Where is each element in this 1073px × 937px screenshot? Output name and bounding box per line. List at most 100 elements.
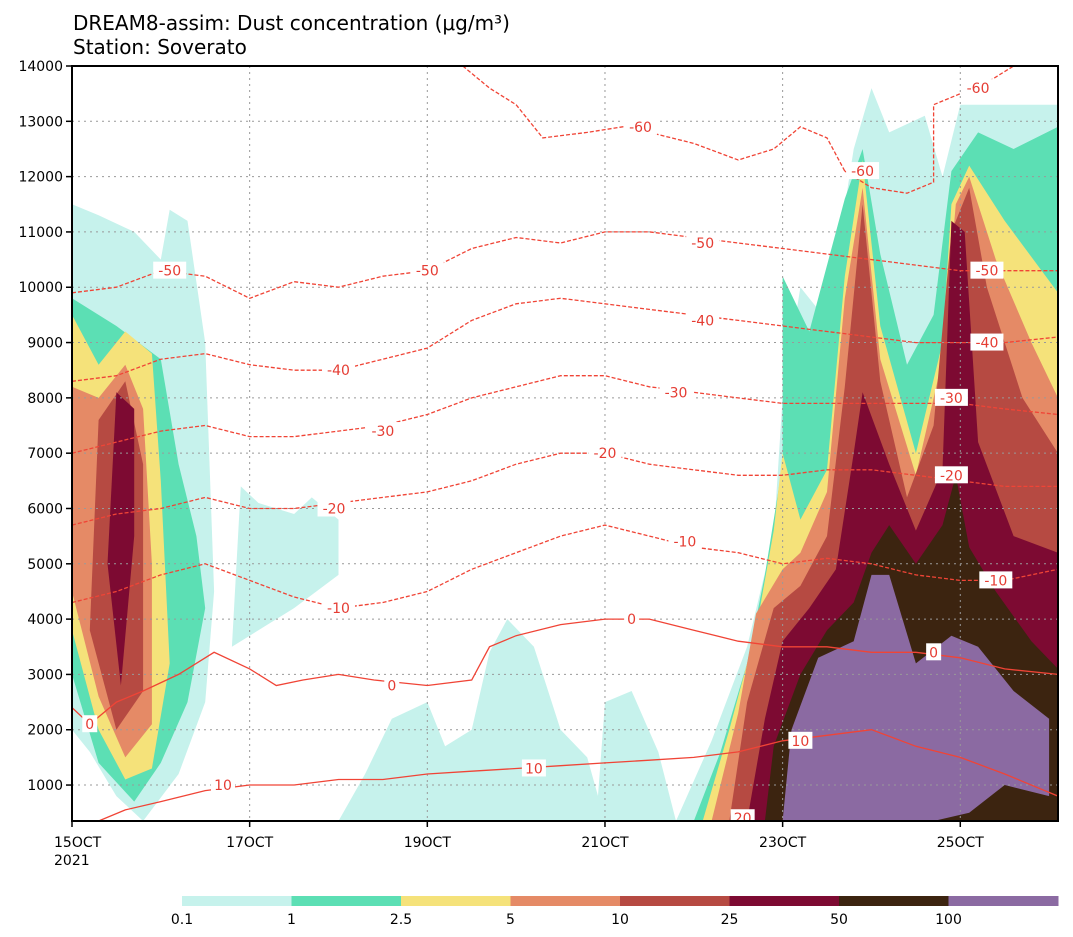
y-tick-label: 12000 <box>18 170 63 186</box>
contour-label-bg <box>521 759 546 777</box>
contour-label-bg <box>686 233 720 251</box>
contour-label: -30 <box>940 391 963 407</box>
plot-frame <box>71 65 1059 822</box>
y-tick-label: 6000 <box>27 501 63 517</box>
y-tick-label: 1000 <box>27 778 63 794</box>
contour-label-bg <box>970 333 1004 351</box>
contour-label: -50 <box>158 264 181 280</box>
contour-label: -60 <box>851 164 874 180</box>
dust-level-0p1-region <box>231 486 339 647</box>
contour-line-minus40 <box>72 297 1058 382</box>
contour-label: 0 <box>85 717 94 733</box>
colorbar-label: 25 <box>721 912 739 928</box>
x-year-label: 2021 <box>54 853 90 869</box>
contour-label: -40 <box>327 363 350 379</box>
x-tick-label: 21OCT <box>581 835 629 851</box>
contour-line-0 <box>72 618 1058 726</box>
contour-label-bg <box>321 361 355 379</box>
colorbar-swatch <box>729 896 840 906</box>
x-tick-label: 19OCT <box>404 835 452 851</box>
x-tick-label: 15OCT <box>54 835 102 851</box>
contour-label-bg <box>153 261 187 279</box>
contour-label: -30 <box>665 385 688 401</box>
dust-level-100-region <box>782 574 1050 821</box>
colorbar-swatch <box>182 896 292 906</box>
dust-level-0p1-region <box>596 691 676 821</box>
contour-label-bg <box>211 776 236 794</box>
dust-level-0p1-region <box>338 619 605 821</box>
contour-label: 10 <box>214 778 232 794</box>
contour-label: -50 <box>975 264 998 280</box>
contour-label: -20 <box>323 501 346 517</box>
contour-label-bg <box>384 676 400 694</box>
colorbar-swatch <box>948 896 1059 906</box>
contour-label: 0 <box>387 678 396 694</box>
colorbar-swatch <box>291 896 402 906</box>
contour-label-bg <box>588 444 622 462</box>
contour-label-bg <box>366 422 400 440</box>
y-tick-label: 11000 <box>18 225 63 241</box>
colorbar-label: 100 <box>935 912 962 928</box>
contour-label-bg <box>934 388 968 406</box>
contour-label-bg <box>659 383 693 401</box>
contour-label-bg <box>317 499 351 517</box>
contour-label-bg <box>926 643 942 661</box>
contour-label-bg <box>846 162 880 180</box>
contour-label-bg <box>686 311 720 329</box>
contour-label: -10 <box>327 601 350 617</box>
colorbar-label: 50 <box>830 912 848 928</box>
chart-subtitle: Station: Soverato <box>73 35 247 59</box>
y-tick-label: 9000 <box>27 336 63 352</box>
contour-label-bg <box>934 466 968 484</box>
contour-label-bg <box>410 261 444 279</box>
y-tick-label: 10000 <box>18 280 63 296</box>
contour-label-bg <box>82 715 98 733</box>
contour-label: -30 <box>371 424 394 440</box>
x-tick-label: 25OCT <box>937 835 985 851</box>
contour-label: 10 <box>791 734 809 750</box>
colorbar-label: 5 <box>506 912 515 928</box>
contour-line-minus10 <box>72 524 1058 609</box>
y-tick-label: 7000 <box>27 446 63 462</box>
x-tick-label: 23OCT <box>759 835 807 851</box>
contour-label-bg <box>730 809 755 821</box>
contour-label: 0 <box>929 645 938 661</box>
y-tick-label: 3000 <box>27 667 63 683</box>
contour-label-bg <box>624 117 658 135</box>
contour-label: -10 <box>984 573 1007 589</box>
chart-title: DREAM8-assim: Dust concentration (μg/m³) <box>73 11 510 35</box>
colorbar-swatch <box>839 896 949 906</box>
colorbar-swatch <box>401 896 511 906</box>
contour-line-minus60 <box>844 66 1014 194</box>
contour-label: -60 <box>967 81 990 97</box>
colorbar-label: 0.1 <box>171 912 193 928</box>
contour-label: -40 <box>691 313 714 329</box>
contour-label-bg <box>788 731 813 749</box>
contour-line-minus50 <box>72 231 1058 300</box>
contour-label-bg <box>979 571 1013 589</box>
contour-line-minus30 <box>72 375 1058 454</box>
y-tick-label: 5000 <box>27 557 63 573</box>
contour-label-bg <box>624 610 640 628</box>
colorbar-label: 10 <box>611 912 629 928</box>
contour-label: -10 <box>673 535 696 551</box>
contour-label: -20 <box>940 468 963 484</box>
y-tick-label: 14000 <box>18 59 63 75</box>
colorbar-label: 2.5 <box>390 912 412 928</box>
dust-level-25-region <box>107 392 135 686</box>
colorbar-swatch <box>510 896 621 906</box>
y-tick-label: 4000 <box>27 612 63 628</box>
contour-label-bg <box>970 261 1004 279</box>
contour-label: -60 <box>629 120 652 136</box>
colorbar-label: 1 <box>287 912 296 928</box>
y-tick-label: 8000 <box>27 391 63 407</box>
contour-label: -50 <box>691 236 714 252</box>
y-tick-label: 13000 <box>18 114 63 130</box>
colorbar-swatch <box>620 896 730 906</box>
contour-label: -40 <box>975 336 998 352</box>
contour-label-bg <box>321 599 355 617</box>
y-tick-label: 2000 <box>27 723 63 739</box>
contour-label: -50 <box>416 264 439 280</box>
x-tick-label: 17OCT <box>226 835 274 851</box>
